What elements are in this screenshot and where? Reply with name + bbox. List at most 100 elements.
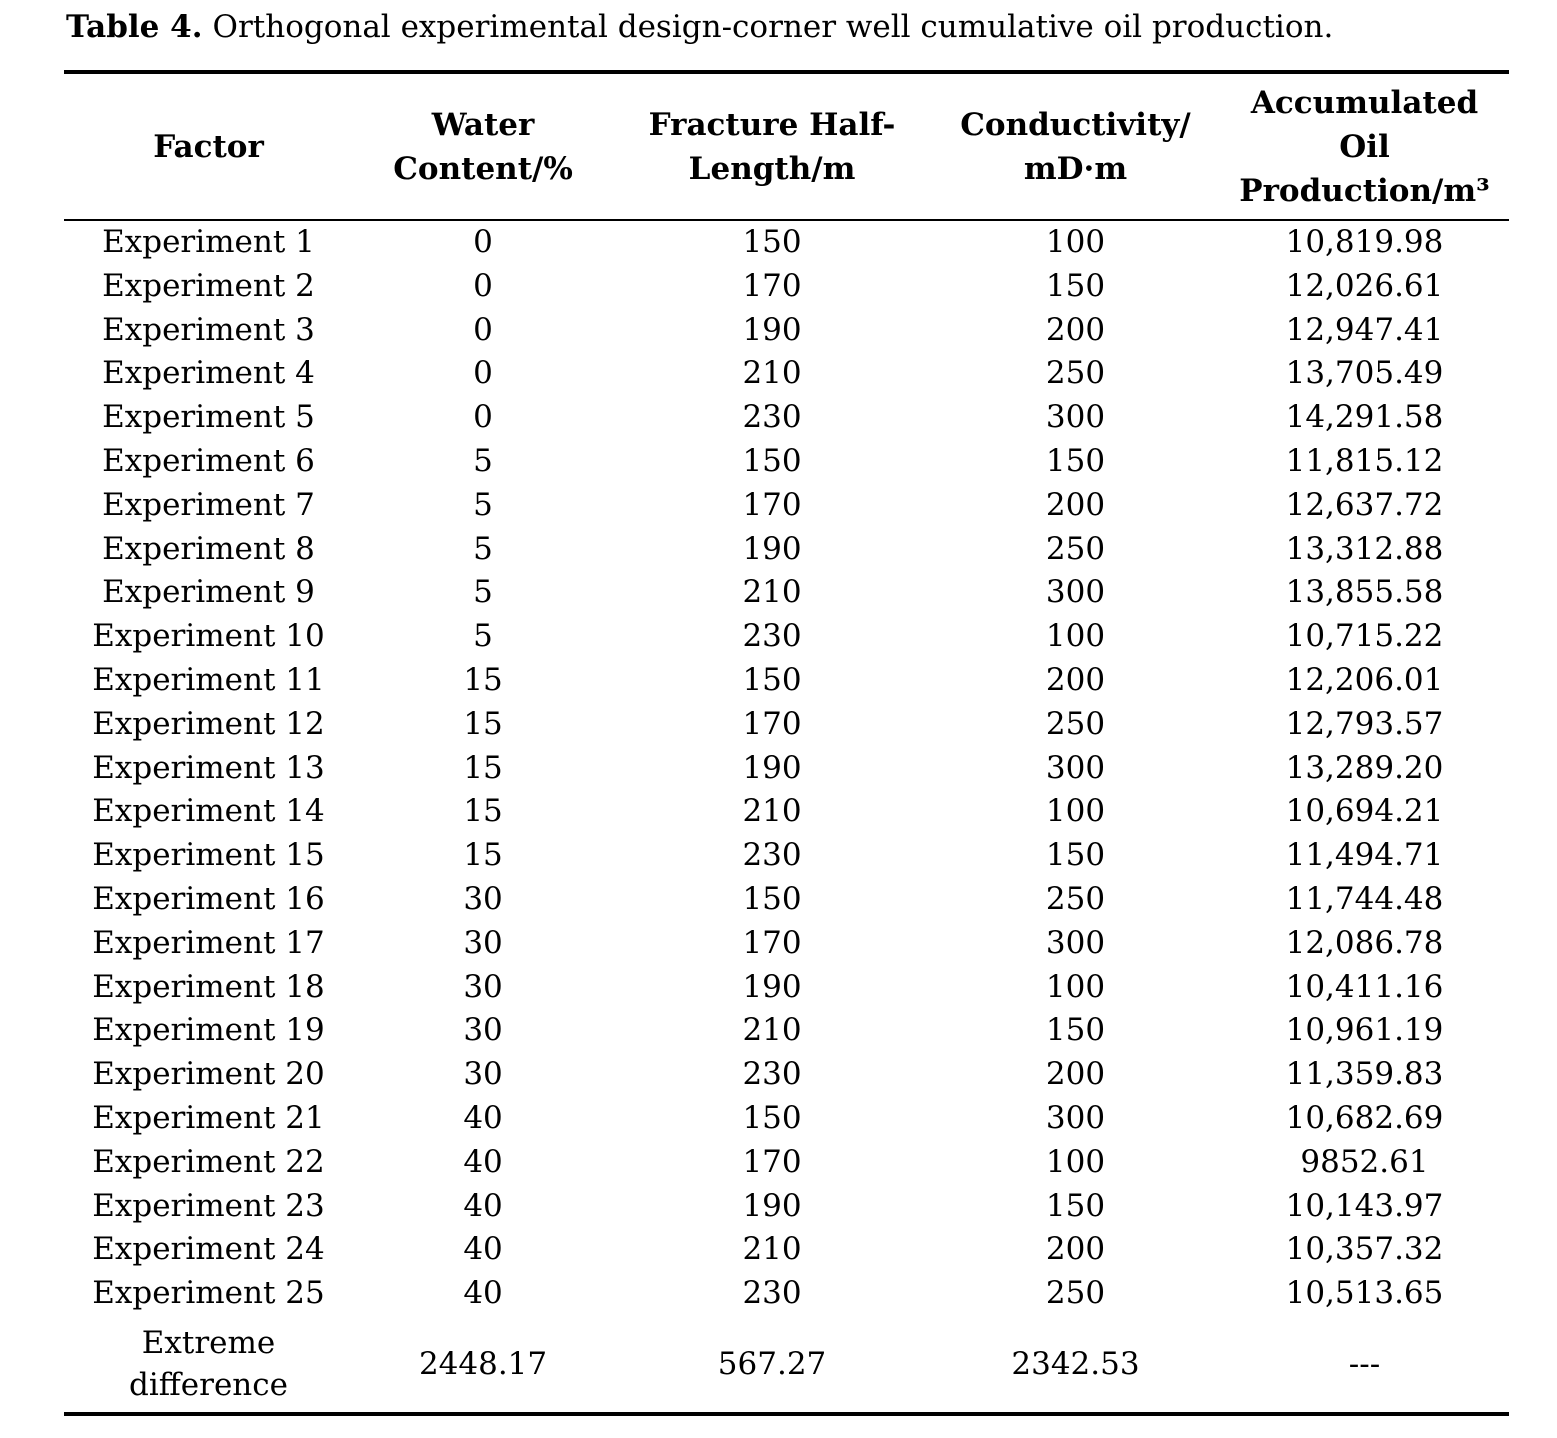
cell-factor: Experiment 5 bbox=[102, 399, 315, 436]
cell-conductivity: 300 bbox=[1045, 574, 1106, 611]
cell-fracture-half-length: 210 bbox=[742, 355, 802, 392]
cell-water-content: 0 bbox=[473, 267, 493, 304]
cell-conductivity: 200 bbox=[1045, 486, 1106, 523]
header-row: Factor Water Content/% Fracture Half- Le… bbox=[64, 72, 1509, 221]
extreme-difference-label: Extreme difference bbox=[129, 1324, 288, 1403]
cell-conductivity: 100 bbox=[1045, 1143, 1106, 1180]
cell-conductivity: 250 bbox=[1045, 355, 1106, 392]
cell-accumulated-oil: 11,815.12 bbox=[1285, 442, 1444, 479]
table-row: Experiment 5 0 230 300 14,291.58 bbox=[64, 396, 1509, 440]
cell-accumulated-oil: 10,961.19 bbox=[1285, 1012, 1444, 1049]
cell-fracture-half-length: 210 bbox=[742, 574, 802, 611]
cell-conductivity: 200 bbox=[1045, 1231, 1106, 1268]
cell-conductivity: 150 bbox=[1045, 267, 1106, 304]
cell-accumulated-oil: 11,359.83 bbox=[1285, 1056, 1444, 1093]
cell-factor: Experiment 8 bbox=[102, 530, 315, 567]
cell-water-content: 5 bbox=[473, 618, 493, 655]
table-row: Experiment 23 40 190 150 10,143.97 bbox=[64, 1185, 1509, 1229]
cell-conductivity: 200 bbox=[1045, 311, 1106, 348]
column-header-water-content: Water Content/% bbox=[353, 72, 614, 221]
table-row: Experiment 10 5 230 100 10,715.22 bbox=[64, 615, 1509, 659]
cell-factor: Experiment 2 bbox=[102, 267, 315, 304]
cell-conductivity: 250 bbox=[1045, 880, 1106, 917]
table-row: Experiment 24 40 210 200 10,357.32 bbox=[64, 1228, 1509, 1272]
table-body: Experiment 1 0 150 100 10,819.98 Experim… bbox=[64, 220, 1509, 1316]
cell-water-content: 40 bbox=[463, 1099, 503, 1136]
cell-water-content: 0 bbox=[473, 355, 493, 392]
cell-factor: Experiment 23 bbox=[92, 1187, 325, 1224]
cell-water-content: 15 bbox=[463, 705, 503, 742]
cell-accumulated-oil: 14,291.58 bbox=[1285, 399, 1444, 436]
cell-fracture-half-length: 170 bbox=[742, 705, 802, 742]
table-row: Experiment 16 30 150 250 11,744.48 bbox=[64, 878, 1509, 922]
cell-accumulated-oil: 13,312.88 bbox=[1285, 530, 1444, 567]
cell-fracture-half-length: 210 bbox=[742, 793, 802, 830]
table-header: Factor Water Content/% Fracture Half- Le… bbox=[64, 72, 1509, 221]
cell-conductivity: 150 bbox=[1045, 1012, 1106, 1049]
table-row: Experiment 19 30 210 150 10,961.19 bbox=[64, 1009, 1509, 1053]
cell-accumulated-oil: 10,357.32 bbox=[1285, 1231, 1444, 1268]
cell-accumulated-oil: 12,206.01 bbox=[1285, 661, 1444, 698]
extreme-difference-fracture-half-length: 567.27 bbox=[717, 1345, 827, 1382]
cell-conductivity: 150 bbox=[1045, 837, 1106, 874]
cell-conductivity: 250 bbox=[1045, 530, 1106, 567]
cell-fracture-half-length: 230 bbox=[742, 1056, 802, 1093]
cell-conductivity: 300 bbox=[1045, 749, 1106, 786]
extreme-difference-row: Extreme difference 2448.17 567.27 2342.5… bbox=[64, 1316, 1509, 1414]
cell-accumulated-oil: 13,705.49 bbox=[1285, 355, 1444, 392]
column-header-accumulated-oil-production: Accumulated Oil Production/m³ bbox=[1219, 72, 1509, 221]
cell-accumulated-oil: 9852.61 bbox=[1300, 1143, 1429, 1180]
cell-factor: Experiment 6 bbox=[102, 442, 315, 479]
cell-water-content: 40 bbox=[463, 1187, 503, 1224]
cell-accumulated-oil: 12,637.72 bbox=[1285, 486, 1444, 523]
table-row: Experiment 1 0 150 100 10,819.98 bbox=[64, 220, 1509, 265]
column-header-fracture-half-length: Fracture Half- Length/m bbox=[613, 72, 931, 221]
cell-factor: Experiment 15 bbox=[92, 837, 325, 874]
table-row: Experiment 25 40 230 250 10,513.65 bbox=[64, 1272, 1509, 1316]
table-row: Experiment 12 15 170 250 12,793.57 bbox=[64, 703, 1509, 747]
table-row: Experiment 20 30 230 200 11,359.83 bbox=[64, 1053, 1509, 1097]
cell-factor: Experiment 9 bbox=[102, 574, 315, 611]
column-header-factor: Factor bbox=[64, 72, 353, 221]
table-row: Experiment 4 0 210 250 13,705.49 bbox=[64, 352, 1509, 396]
cell-factor: Experiment 24 bbox=[92, 1231, 325, 1268]
cell-factor: Experiment 21 bbox=[92, 1099, 325, 1136]
cell-accumulated-oil: 10,819.98 bbox=[1285, 224, 1444, 260]
table-row: Experiment 6 5 150 150 11,815.12 bbox=[64, 440, 1509, 484]
cell-water-content: 30 bbox=[463, 968, 503, 1005]
cell-conductivity: 300 bbox=[1045, 1099, 1106, 1136]
table-row: Experiment 18 30 190 100 10,411.16 bbox=[64, 966, 1509, 1010]
table-caption-label: Table 4. bbox=[66, 9, 203, 45]
cell-water-content: 5 bbox=[473, 442, 493, 479]
cell-water-content: 15 bbox=[463, 793, 503, 830]
cell-fracture-half-length: 230 bbox=[742, 837, 802, 874]
cell-fracture-half-length: 190 bbox=[742, 968, 802, 1005]
cell-factor: Experiment 25 bbox=[92, 1275, 325, 1312]
cell-factor: Experiment 11 bbox=[92, 661, 325, 698]
cell-conductivity: 100 bbox=[1045, 224, 1106, 260]
cell-water-content: 40 bbox=[463, 1275, 503, 1312]
cell-factor: Experiment 4 bbox=[102, 355, 315, 392]
cell-water-content: 0 bbox=[473, 224, 493, 260]
cell-factor: Experiment 20 bbox=[92, 1056, 325, 1093]
cell-fracture-half-length: 190 bbox=[742, 749, 802, 786]
table-row: Experiment 2 0 170 150 12,026.61 bbox=[64, 265, 1509, 309]
cell-fracture-half-length: 210 bbox=[742, 1012, 802, 1049]
cell-fracture-half-length: 150 bbox=[742, 224, 802, 260]
cell-fracture-half-length: 150 bbox=[742, 442, 802, 479]
cell-factor: Experiment 10 bbox=[92, 618, 325, 655]
cell-fracture-half-length: 190 bbox=[742, 1187, 802, 1224]
cell-fracture-half-length: 170 bbox=[742, 486, 802, 523]
cell-conductivity: 100 bbox=[1045, 618, 1106, 655]
table-row: Experiment 9 5 210 300 13,855.58 bbox=[64, 571, 1509, 615]
table-row: Experiment 13 15 190 300 13,289.20 bbox=[64, 747, 1509, 791]
cell-water-content: 5 bbox=[473, 530, 493, 567]
cell-accumulated-oil: 10,682.69 bbox=[1285, 1099, 1444, 1136]
cell-water-content: 30 bbox=[463, 924, 503, 961]
cell-factor: Experiment 18 bbox=[92, 968, 325, 1005]
cell-accumulated-oil: 10,411.16 bbox=[1285, 968, 1444, 1005]
cell-factor: Experiment 17 bbox=[92, 924, 325, 961]
cell-water-content: 0 bbox=[473, 311, 493, 348]
cell-water-content: 30 bbox=[463, 1012, 503, 1049]
cell-conductivity: 300 bbox=[1045, 399, 1106, 436]
